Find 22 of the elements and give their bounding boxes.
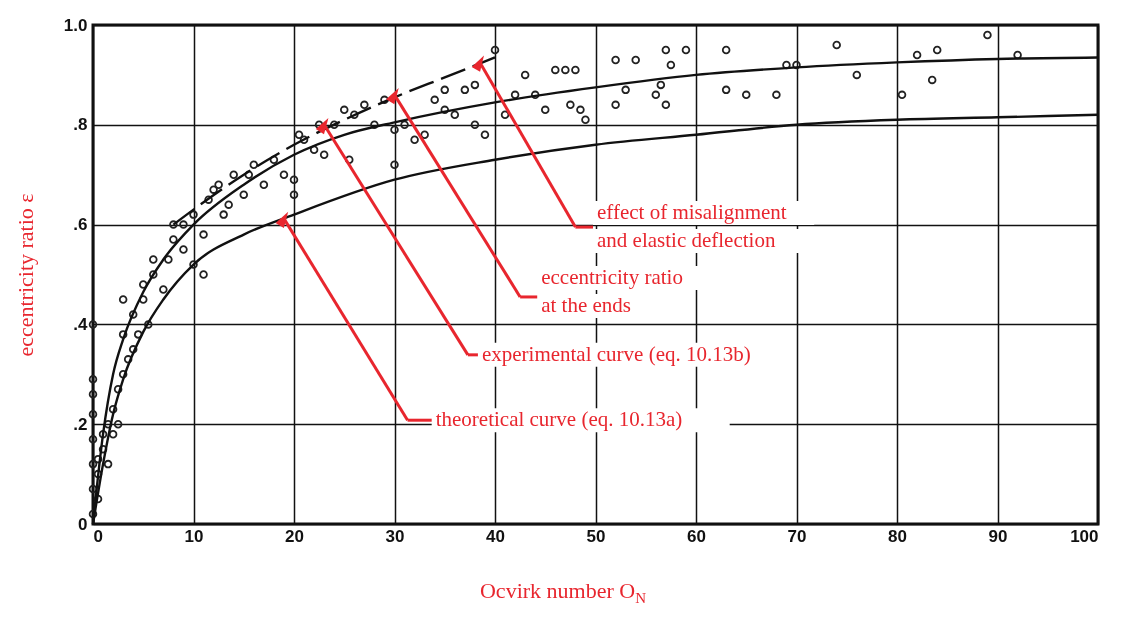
x-tick-label: 30: [385, 526, 405, 546]
x-axis-title: Ocvirk number O$_{N}$: [479, 578, 647, 608]
y-tick-label: 1.0: [63, 15, 88, 35]
annotation: eccentricity ratio at the ends: [541, 264, 683, 317]
x-tick-label: 0: [93, 526, 103, 546]
x-tick-label: 10: [184, 526, 204, 546]
y-tick-label: .4: [73, 314, 89, 334]
x-tick-label: 90: [988, 526, 1008, 546]
x-tick-label: 20: [285, 526, 304, 546]
x-tick-label: 40: [486, 526, 505, 546]
y-axis-title: eccentricity ratio ε: [12, 193, 38, 357]
y-tick-label: .6: [73, 215, 88, 235]
x-tick-label: 50: [586, 526, 606, 546]
annotation: effect of misalignment and elastic deflection: [596, 200, 787, 253]
x-tick-label: 80: [888, 526, 907, 546]
x-tick-label: 70: [787, 526, 807, 546]
y-tick-label: .2: [73, 414, 88, 434]
annotation: theoretical curve (eq. 10.13a): [435, 407, 683, 432]
x-tick-label: 60: [687, 526, 706, 546]
x-tick-label: 100: [1070, 526, 1099, 546]
y-tick-label: .8: [73, 115, 88, 135]
annotation: experimental curve (eq. 10.13b): [481, 341, 751, 366]
